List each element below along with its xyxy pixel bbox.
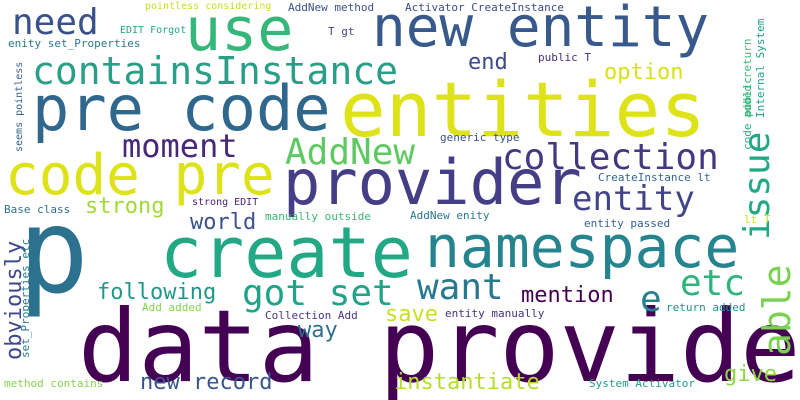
word: entities (340, 65, 707, 154)
word: moment (122, 127, 238, 165)
word: got set (242, 273, 394, 314)
word: save (385, 302, 438, 327)
word: Base class (4, 203, 71, 216)
word: enity set_Properties (8, 37, 141, 50)
word: way (298, 318, 338, 343)
word: seems pointless (14, 61, 25, 152)
word: pre code (32, 72, 331, 145)
word: able (755, 264, 799, 356)
word: data provider (78, 288, 800, 400)
word: strong EDIT (192, 197, 259, 208)
word: e (640, 279, 662, 320)
word: Collection Add (265, 309, 358, 322)
word: System Activator (589, 377, 695, 390)
word: strong (85, 194, 165, 219)
word: etc (680, 263, 746, 304)
word: give (724, 362, 777, 387)
word: want (417, 267, 504, 308)
word: generic type (440, 131, 520, 144)
word: end (468, 50, 508, 75)
word: instantiate (394, 370, 540, 395)
word: entity manually (445, 307, 545, 320)
word: T gt (328, 25, 355, 38)
word: lt T (744, 213, 771, 226)
word: Activator CreateInstance (405, 1, 564, 14)
word: new entity (372, 0, 710, 60)
word: code pre (5, 143, 275, 208)
word: entity (572, 179, 695, 219)
word: need (12, 2, 99, 43)
word: mention (521, 283, 614, 308)
word: public T (538, 51, 591, 64)
word: AddNew (285, 132, 416, 173)
word: create (160, 212, 413, 294)
word: following (97, 280, 217, 305)
word: manually outside (265, 210, 371, 223)
word: containsInstance (32, 49, 399, 93)
word: collection (502, 137, 719, 178)
word: world (190, 210, 257, 235)
word: CreateInstance lt (598, 171, 711, 184)
word: Internal System (754, 18, 767, 118)
word: p (18, 182, 90, 320)
word: entity passed (584, 217, 671, 230)
word: method contains (4, 377, 104, 390)
word: namespace (425, 213, 740, 281)
word: added return (741, 38, 754, 118)
word: new record (140, 370, 273, 395)
word: use (185, 0, 294, 65)
word: provider (283, 146, 582, 219)
word: set_Properties etc (19, 238, 32, 358)
word: AddNew method (288, 1, 375, 14)
word: option (604, 60, 684, 85)
word: Add added (142, 301, 202, 314)
word: return added (666, 301, 746, 314)
word: pointless considering (145, 1, 272, 12)
word: AddNew enity (410, 209, 490, 222)
word: EDIT Forgot (120, 25, 187, 36)
